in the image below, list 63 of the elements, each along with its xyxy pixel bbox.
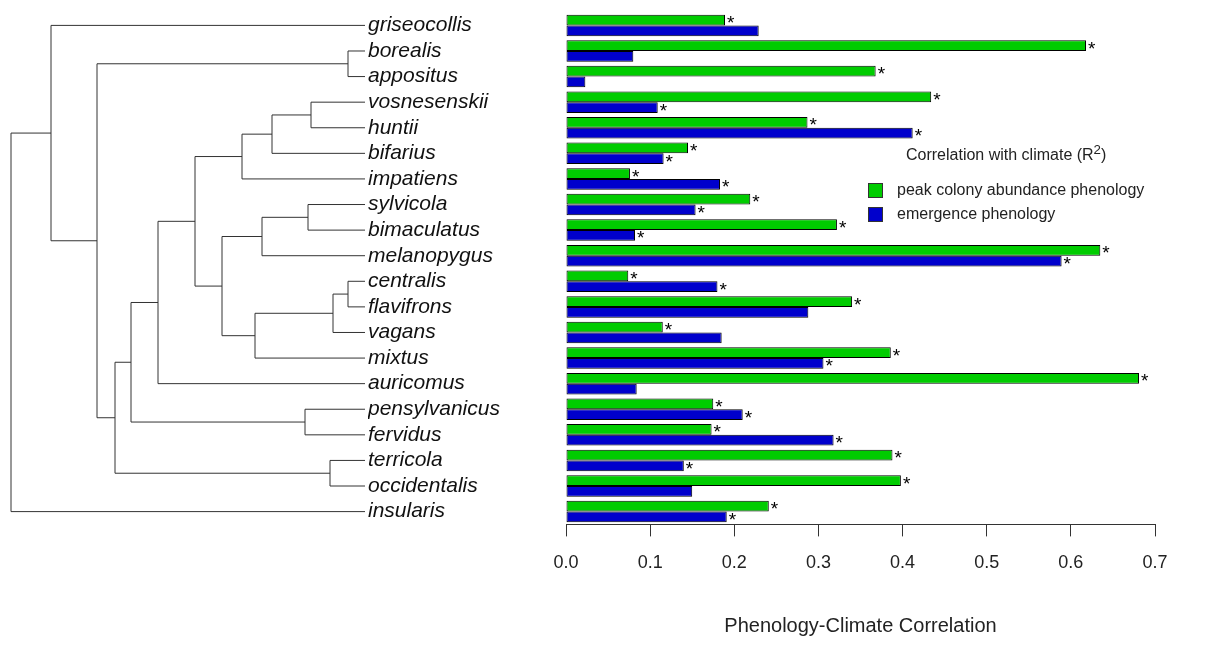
x-tick-label: 0.1: [637, 552, 663, 573]
x-axis-title: Phenology-Climate Correlation: [724, 613, 997, 636]
data-label: *: [1088, 37, 1096, 59]
data-label: *: [809, 114, 818, 136]
legend-label: peak colony abundance phenology: [897, 181, 1145, 200]
y-tick-label: appositus: [368, 63, 459, 87]
data-label: *: [1063, 253, 1072, 275]
x-tick-label: 0.2: [721, 552, 747, 573]
data-label: *: [877, 63, 886, 85]
y-tick-label: huntii: [368, 114, 420, 138]
data-label: *: [902, 472, 911, 494]
data-label: *: [685, 457, 694, 479]
data-label: *: [894, 447, 903, 469]
y-tick-label: flavifrons: [368, 293, 453, 317]
y-tick-label: bifarius: [368, 140, 437, 164]
x-tick-label: 0.3: [805, 552, 831, 573]
data-label: *: [770, 498, 779, 520]
data-label: *: [719, 278, 728, 300]
data-label: *: [690, 139, 699, 161]
x-tick-label: 0.4: [890, 552, 916, 573]
data-label: *: [630, 267, 639, 289]
data-label: *: [838, 216, 847, 238]
data-label: *: [721, 176, 730, 198]
data-label: *: [892, 344, 901, 366]
data-label: *: [713, 421, 722, 443]
data-label: *: [697, 201, 706, 223]
x-tick-label: 0.7: [1142, 552, 1168, 573]
data-label: *: [659, 99, 668, 121]
data-label: *: [637, 227, 645, 249]
y-tick-label: borealis: [368, 37, 443, 61]
data-label: *: [728, 508, 737, 530]
data-label: *: [825, 355, 834, 377]
data-label: *: [665, 150, 674, 172]
data-label: *: [664, 319, 673, 341]
y-tick-label: terricola: [368, 447, 443, 471]
data-label: *: [631, 165, 640, 187]
y-tick-label: griseocollis: [368, 12, 473, 36]
data-label: *: [752, 191, 761, 213]
data-label: *: [744, 406, 753, 428]
data-label: *: [1141, 370, 1150, 392]
y-tick-label: insularis: [368, 498, 446, 522]
data-label: *: [1102, 242, 1111, 264]
y-tick-label: sylvicola: [368, 191, 448, 215]
y-tick-label: vagans: [368, 319, 437, 343]
y-tick-label: melanopygus: [368, 242, 494, 266]
x-tick-label: 0.6: [1058, 552, 1084, 573]
y-tick-label: centralis: [368, 268, 447, 292]
legend-label: emergence phenology: [897, 205, 1056, 224]
y-tick-label: vosnesenskii: [368, 89, 490, 113]
y-tick-label: mixtus: [368, 344, 430, 368]
y-tick-label: bimaculatus: [368, 216, 481, 240]
data-label: *: [854, 293, 863, 315]
data-label: *: [715, 395, 724, 417]
data-label: *: [727, 12, 736, 34]
y-tick-label: impatiens: [368, 165, 459, 189]
data-label: *: [933, 88, 942, 110]
data-label: *: [835, 432, 844, 454]
y-tick-label: pensylvanicus: [367, 396, 501, 420]
y-tick-label: fervidus: [368, 421, 443, 445]
x-tick-label: 0.0: [553, 552, 579, 573]
y-tick-label: occidentalis: [368, 472, 479, 496]
x-tick-label: 0.5: [974, 552, 1000, 573]
y-tick-label: auricomus: [368, 370, 466, 394]
